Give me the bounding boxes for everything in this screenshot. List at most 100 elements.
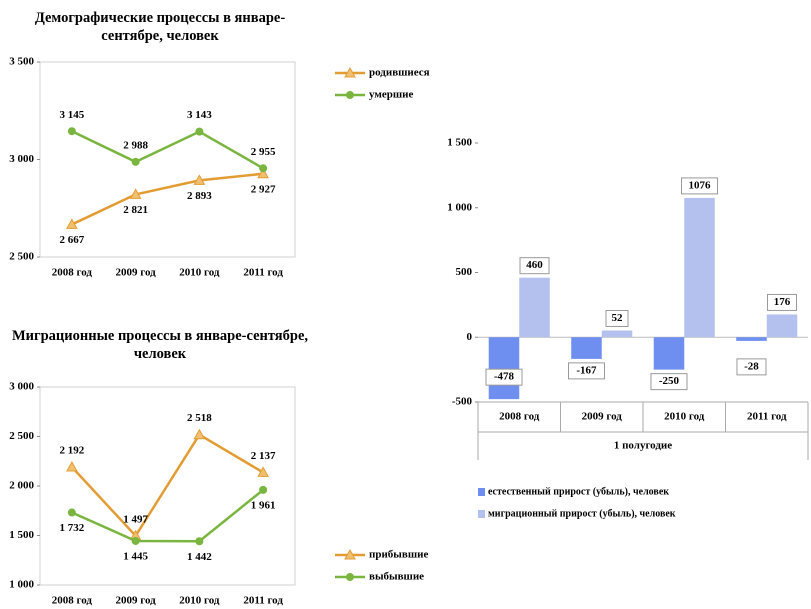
point: [193, 174, 206, 185]
x-tick-label: 2008 год: [52, 267, 93, 279]
point: [193, 428, 206, 440]
data-label: 2 988: [123, 139, 148, 151]
x-tick-label: 2008 год: [499, 411, 540, 423]
data-label: 460: [526, 259, 543, 271]
data-label: 3 143: [187, 109, 212, 121]
data-label: 2 667: [60, 234, 85, 246]
line: [71, 488, 264, 543]
data-label: 1 497: [123, 513, 148, 525]
data-label: -28: [744, 360, 759, 372]
data-label: 2 518: [187, 412, 212, 424]
point: [131, 157, 140, 166]
bar: [571, 337, 602, 359]
x-tick-label: 2009 год: [116, 595, 157, 607]
y-tick-label: 3 000: [9, 381, 34, 393]
y-tick-label: 3 500: [9, 56, 34, 68]
point: [131, 536, 140, 545]
bar: [653, 337, 685, 370]
point: [67, 127, 76, 136]
legend-label: миграционный прирост (убыль), человек: [488, 508, 676, 519]
point: [195, 537, 204, 546]
legend-label: родившиеся: [369, 67, 430, 79]
point: [66, 460, 78, 472]
y-tick-label: -500: [452, 396, 473, 408]
data-label: 2 192: [60, 445, 85, 457]
bar: [736, 337, 767, 341]
data-label: 1 445: [123, 550, 148, 562]
line: [71, 172, 264, 226]
point: [195, 127, 204, 136]
y-tick-label: 500: [456, 266, 473, 278]
legend-marker: [346, 573, 354, 581]
data-label: 1076: [689, 179, 712, 191]
x-tick-label: 2010 год: [179, 595, 220, 607]
x-tick-label: 2010 год: [179, 267, 220, 279]
data-label: 2 927: [251, 183, 276, 195]
y-tick-label: 2 000: [9, 480, 34, 492]
y-tick-label: 2 500: [9, 251, 34, 263]
x-tick-label: 2011 год: [747, 411, 787, 423]
y-tick-label: 1 500: [447, 137, 472, 149]
bar: [488, 337, 520, 400]
data-label-box: [519, 257, 550, 275]
bar: [601, 330, 633, 338]
data-label-box: [767, 293, 798, 311]
data-label-box: [605, 310, 629, 328]
x-tick-label: 2009 год: [582, 411, 623, 423]
legend-label: естественный прирост (убыль), человек: [488, 486, 669, 497]
x-tick-label: 2011 год: [243, 267, 283, 279]
y-tick-label: 1 000: [447, 201, 472, 213]
data-label: 2 137: [251, 450, 276, 462]
point: [257, 466, 269, 477]
legend-label: выбывшие: [369, 571, 424, 583]
data-label-box: [485, 368, 523, 386]
bar: [519, 277, 550, 338]
point: [257, 167, 269, 179]
data-label: 2 821: [123, 204, 148, 216]
point: [129, 188, 142, 199]
chart-title: Демографические процессы в январе-сентяб…: [34, 10, 286, 44]
data-label: 52: [612, 312, 624, 324]
legend-swatch: [478, 510, 485, 518]
legend-label: умершие: [369, 89, 413, 101]
legend-marker: [344, 66, 356, 78]
data-label: 1 442: [187, 551, 212, 563]
bar: [684, 197, 715, 338]
data-label: -478: [494, 371, 515, 383]
legend-marker: [346, 91, 354, 99]
point: [67, 508, 76, 517]
x-tick-label: 2010 год: [664, 411, 705, 423]
legend-marker: [344, 548, 356, 560]
data-label: 176: [774, 296, 791, 308]
data-label-box: [567, 362, 605, 380]
x-tick-label: 2011 год: [243, 595, 283, 607]
data-label-box: [736, 358, 767, 376]
plot-frame: [39, 61, 296, 258]
legend-label: прибывшие: [369, 549, 428, 561]
y-tick-label: 1 500: [9, 529, 34, 541]
x-tick-label: 2008 год: [52, 595, 93, 607]
bar: [766, 314, 798, 338]
x-axis-label: 1 полугодие: [614, 440, 672, 452]
point: [259, 164, 268, 173]
data-label: 2 893: [187, 190, 212, 202]
y-tick-label: 1 000: [9, 579, 34, 591]
point: [66, 218, 78, 229]
x-tick-label: 2009 год: [116, 267, 157, 279]
line: [71, 130, 264, 170]
y-tick-label: 2 500: [9, 430, 34, 442]
data-label: 1 732: [60, 522, 85, 534]
point: [259, 485, 268, 494]
data-label: 3 145: [60, 109, 85, 121]
data-label: -250: [659, 375, 680, 387]
y-tick-label: 0: [467, 331, 473, 343]
chart-title: Миграционные процессы в январе-сентябре,…: [11, 328, 309, 362]
data-label-box: [650, 373, 688, 391]
data-label-box: [681, 177, 719, 195]
line: [70, 433, 264, 538]
data-label: 2 955: [251, 146, 276, 158]
data-label: 1 961: [251, 499, 276, 511]
legend-swatch: [478, 488, 485, 496]
